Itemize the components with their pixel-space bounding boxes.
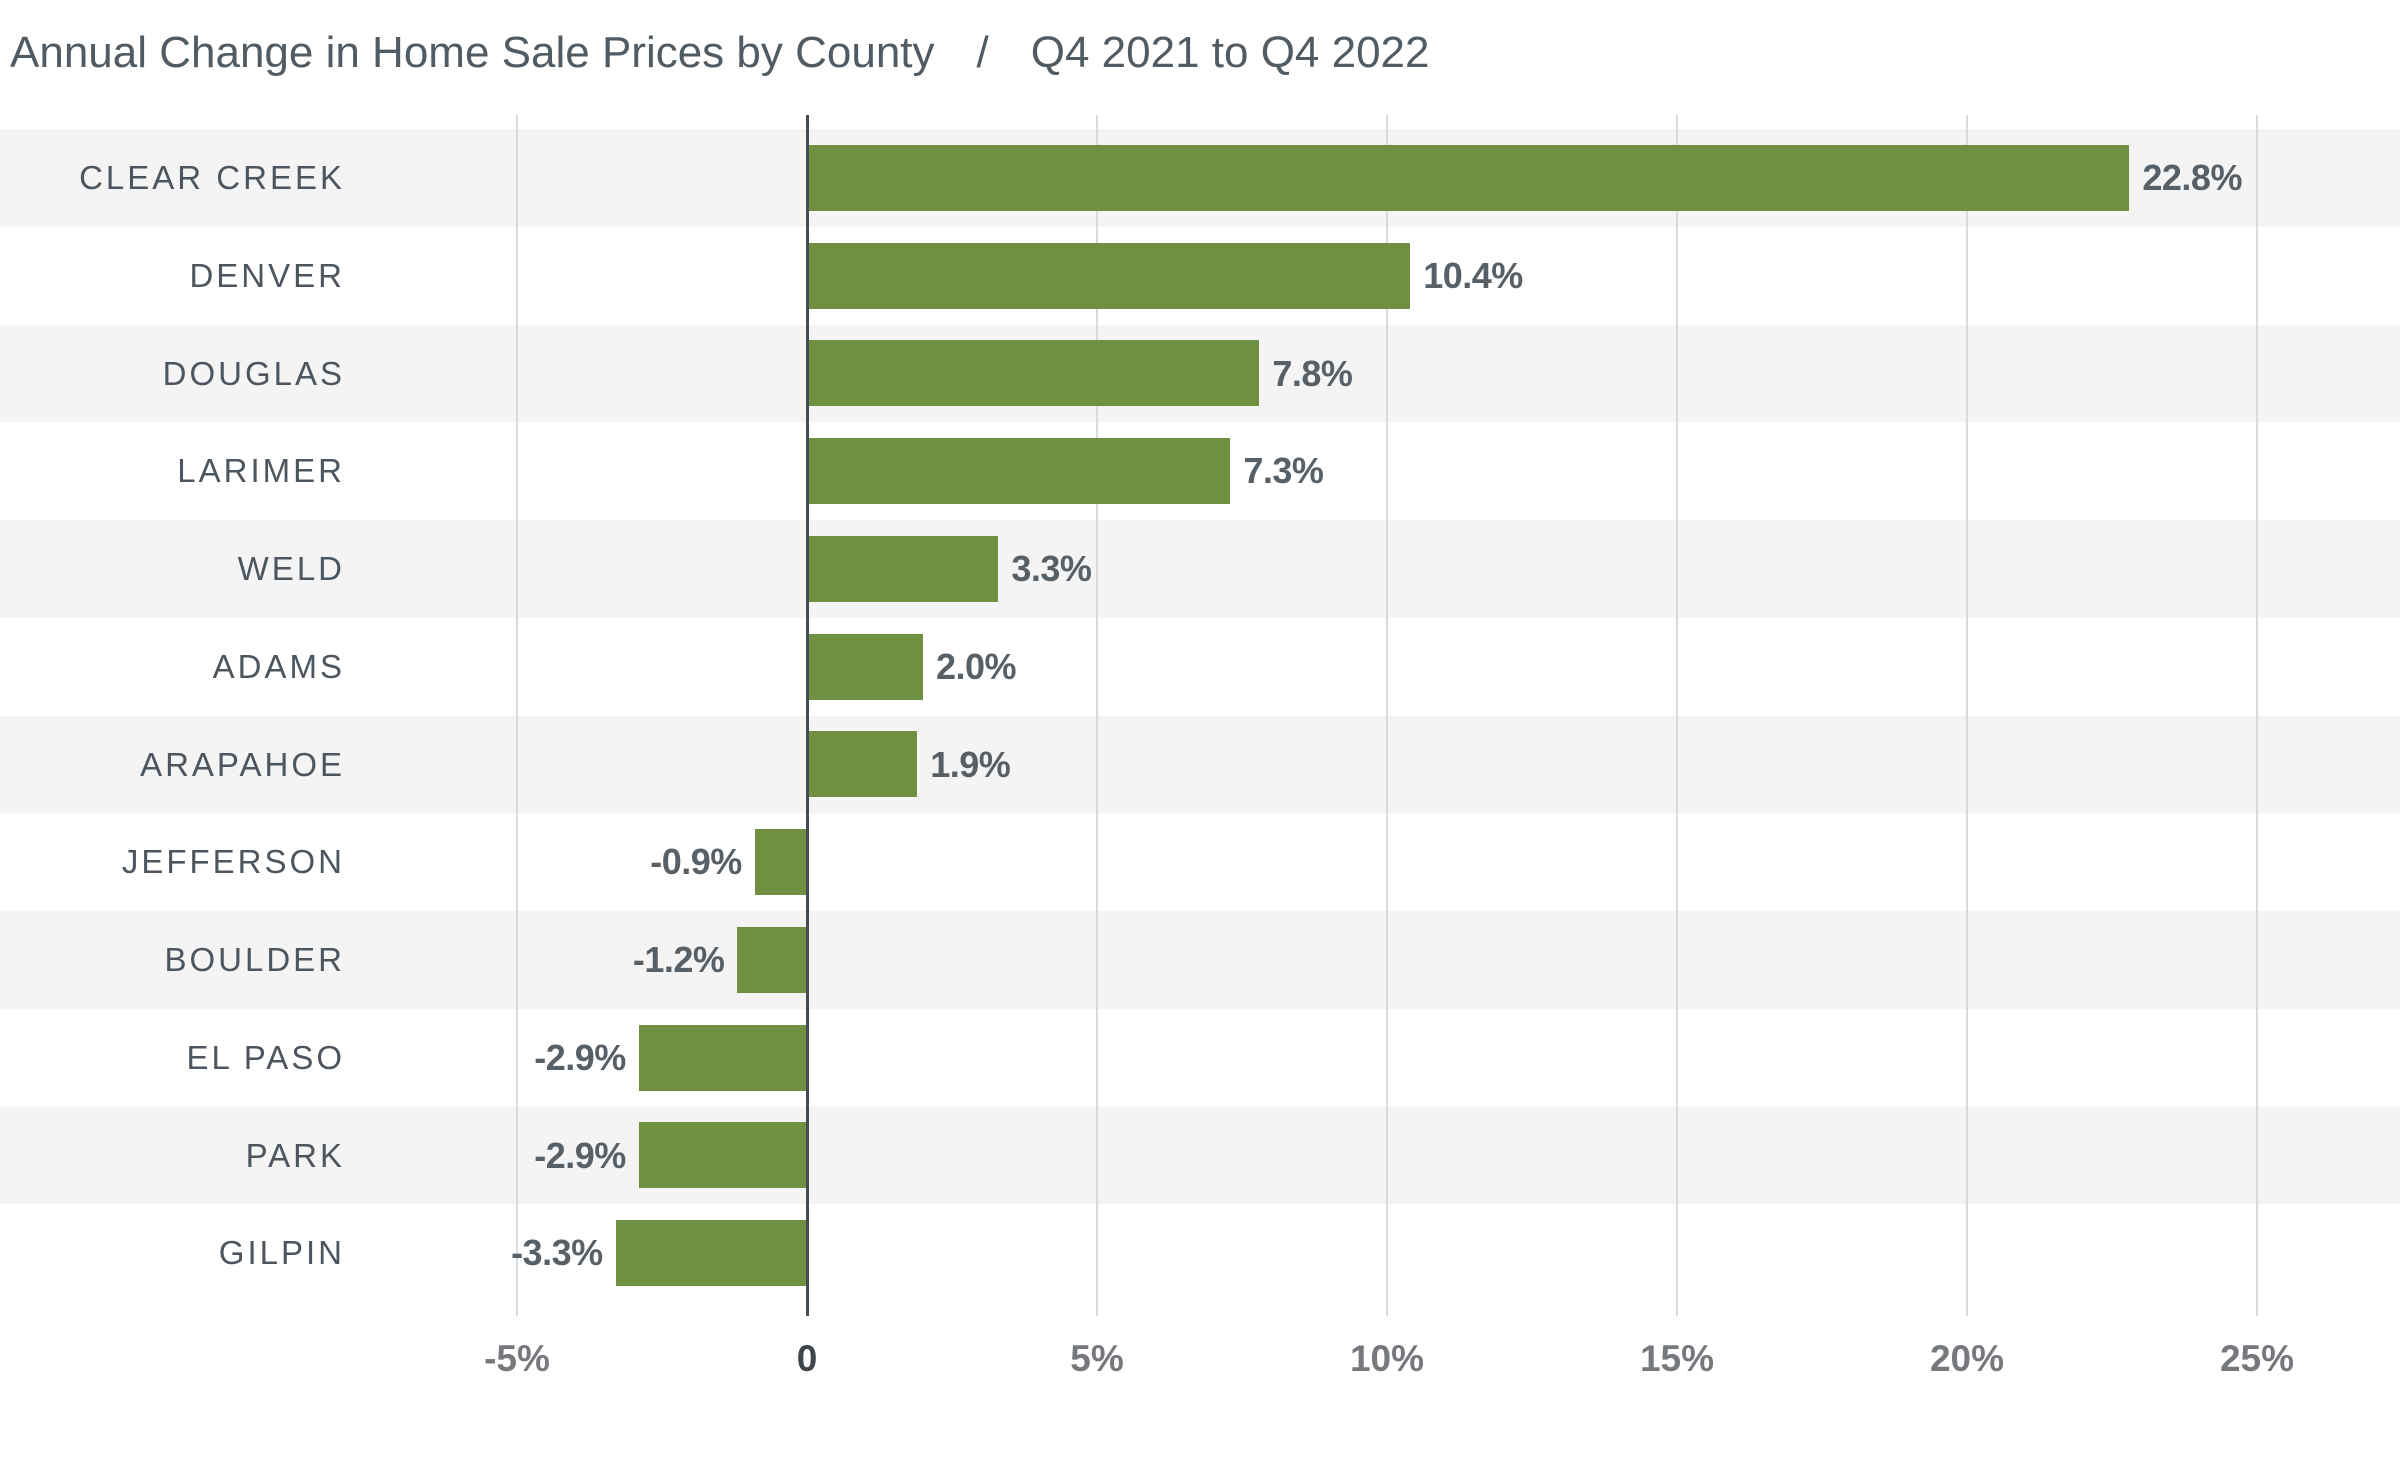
county-label-denver: DENVER xyxy=(189,256,345,294)
value-label-adams: 2.0% xyxy=(936,645,1017,687)
county-label-arapahoe: ARAPAHOE xyxy=(140,745,345,783)
x-axis-tick-label: -5% xyxy=(484,1338,550,1379)
value-label-larimer: 7.3% xyxy=(1243,450,1324,492)
x-axis-tick-label: 5% xyxy=(1070,1338,1124,1379)
county-label-el-paso: EL PASO xyxy=(186,1038,345,1076)
county-label-gilpin: GILPIN xyxy=(218,1234,345,1272)
bar-boulder xyxy=(737,926,807,993)
row-band xyxy=(0,520,2400,618)
value-label-gilpin: -3.3% xyxy=(511,1232,603,1274)
x-axis-tick-label: 15% xyxy=(1639,1338,1715,1379)
bar-clear-creek xyxy=(807,144,2130,211)
county-label-boulder: BOULDER xyxy=(164,941,345,978)
county-label-clear-creek: CLEAR CREEK xyxy=(79,159,345,196)
row-band xyxy=(0,1009,2400,1107)
value-label-park: -2.9% xyxy=(534,1134,626,1176)
bar-arapahoe xyxy=(807,731,918,798)
row-band xyxy=(0,715,2400,814)
value-label-boulder: -1.2% xyxy=(632,939,725,980)
bar-douglas xyxy=(807,340,1260,407)
county-label-park: PARK xyxy=(245,1136,345,1174)
bar-gilpin xyxy=(615,1220,807,1287)
x-axis-tick-label: 10% xyxy=(1349,1338,1425,1379)
county-label-larimer: LARIMER xyxy=(177,452,345,490)
value-label-weld: 3.3% xyxy=(1011,548,1092,589)
value-label-clear-creek: 22.8% xyxy=(2142,157,2242,198)
row-band xyxy=(0,911,2400,1009)
x-axis-tick-label: 0 xyxy=(796,1338,818,1379)
chart-title-separator: / xyxy=(976,28,989,77)
bar-weld xyxy=(807,535,999,602)
value-label-jefferson: -0.9% xyxy=(650,841,742,883)
bar-jefferson xyxy=(754,829,807,896)
row-band xyxy=(0,813,2400,911)
value-label-denver: 10.4% xyxy=(1423,254,1523,296)
county-label-weld: WELD xyxy=(237,550,345,587)
county-label-jefferson: JEFFERSON xyxy=(121,843,345,881)
row-band xyxy=(0,618,2400,716)
chart-title: Annual Change in Home Sale Prices by Cou… xyxy=(10,28,1430,78)
bar-larimer xyxy=(807,438,1231,505)
zero-axis-line xyxy=(805,115,809,1316)
chart-title-main: Annual Change in Home Sale Prices by Cou… xyxy=(10,28,935,77)
chart-title-period: Q4 2021 to Q4 2022 xyxy=(1030,28,1430,77)
gridline xyxy=(1676,115,1678,1316)
bar-denver xyxy=(807,242,1411,309)
value-label-arapahoe: 1.9% xyxy=(930,743,1011,785)
bar-el-paso xyxy=(638,1024,807,1091)
gridline xyxy=(1096,115,1098,1316)
bar-park xyxy=(638,1122,807,1189)
value-label-el-paso: -2.9% xyxy=(534,1036,626,1078)
x-axis-tick-label: 20% xyxy=(1929,1338,2005,1379)
x-axis-tick-label: 25% xyxy=(2219,1338,2295,1379)
gridline xyxy=(516,115,518,1316)
county-label-douglas: DOUGLAS xyxy=(162,354,345,392)
row-band xyxy=(0,1204,2400,1302)
gridline xyxy=(2256,115,2258,1316)
gridline xyxy=(1386,115,1388,1316)
county-label-adams: ADAMS xyxy=(212,647,345,685)
value-label-douglas: 7.8% xyxy=(1272,352,1353,394)
row-band xyxy=(0,1106,2400,1205)
gridline xyxy=(1966,115,1968,1316)
bar-adams xyxy=(807,633,923,700)
